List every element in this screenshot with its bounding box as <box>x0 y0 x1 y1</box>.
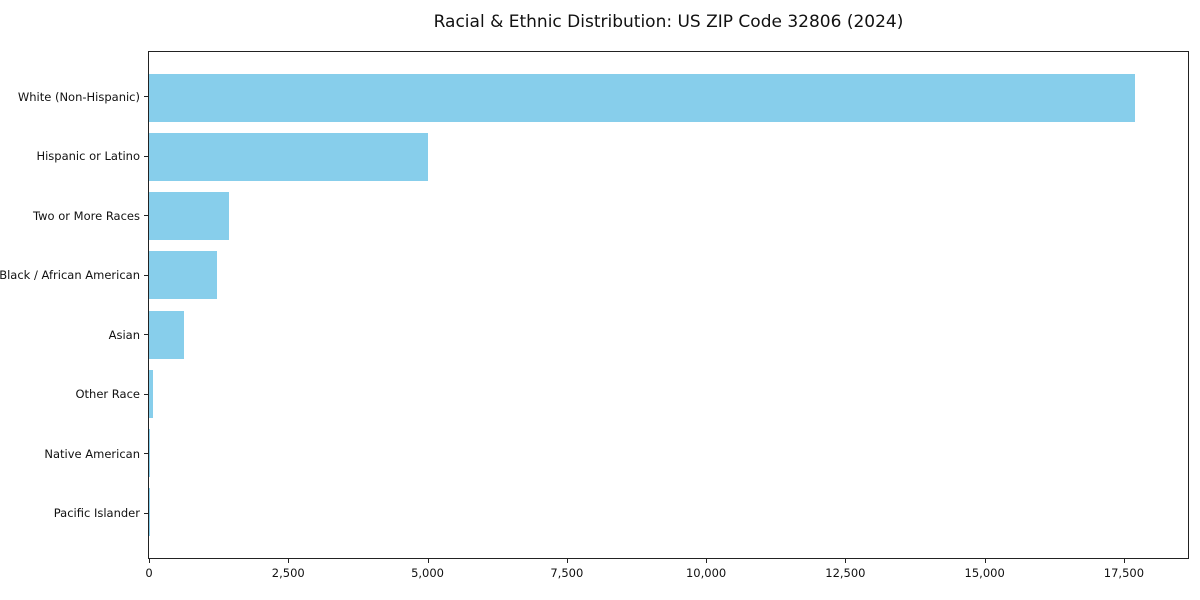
x-tick-label-2500: 2,500 <box>271 566 305 580</box>
y-axis-tick-marks <box>144 51 148 559</box>
y-label-pacific-islander: Pacific Islander <box>53 506 140 521</box>
y-tick-mark-asian <box>144 334 148 336</box>
y-tick-mark-two-or-more-races <box>144 215 148 217</box>
x-tick-label-0: 0 <box>145 566 153 580</box>
x-tick-mark-12500 <box>845 559 847 563</box>
bar-native-american <box>149 429 151 478</box>
y-tick-mark-white-non-hispanic <box>144 96 148 98</box>
y-tick-mark-other-race <box>144 393 148 395</box>
bar-row-black-african-american <box>149 246 1188 305</box>
y-tick-row-black-african-american <box>144 246 148 306</box>
y-label-row-asian: Asian <box>0 305 140 365</box>
plot-area <box>148 51 1189 559</box>
x-tick-label-15000: 15,000 <box>964 566 1005 580</box>
bar-other-race <box>149 369 153 418</box>
y-label-row-black-african-american: Black / African American <box>0 246 140 306</box>
y-tick-row-pacific-islander <box>144 484 148 544</box>
x-tick-mark-7500 <box>566 559 568 563</box>
y-label-white-non-hispanic: White (Non-Hispanic) <box>17 89 140 104</box>
y-label-row-hispanic-or-latino: Hispanic or Latino <box>0 127 140 187</box>
y-tick-row-two-or-more-races <box>144 186 148 246</box>
x-axis: 0 2,500 5,000 7,500 10,000 12,500 15,000 17,500 <box>145 559 1188 591</box>
bar-black-african-american <box>149 251 217 300</box>
x-tick-mark-17500 <box>1123 559 1125 563</box>
y-label-row-native-american: Native American <box>0 424 140 484</box>
x-tick-label-5000: 5,000 <box>411 566 445 580</box>
y-tick-mark-black-african-american <box>144 274 148 276</box>
y-label-hispanic-or-latino: Hispanic or Latino <box>36 149 140 164</box>
y-label-row-other-race: Other Race <box>0 365 141 425</box>
bar-white-non-hispanic <box>149 73 1136 122</box>
y-label-asian: Asian <box>108 327 140 342</box>
y-tick-mark-pacific-islander <box>144 512 148 514</box>
y-label-two-or-more-races: Two or More Races <box>33 208 140 223</box>
chart-title: Racial & Ethnic Distribution: US ZIP Cod… <box>433 12 904 32</box>
x-tick-label-10000: 10,000 <box>685 566 727 580</box>
y-label-row-two-or-more-races: Two or More Races <box>0 186 140 246</box>
bars-container <box>149 52 1188 558</box>
x-tick-mark-15000 <box>984 559 986 563</box>
y-label-other-race: Other Race <box>75 387 141 402</box>
bar-pacific-islander <box>149 488 150 537</box>
x-tick-label-12500: 12,500 <box>825 566 866 580</box>
y-label-row-white-non-hispanic: White (Non-Hispanic) <box>0 67 140 127</box>
bar-row-other-race <box>149 364 1188 423</box>
y-label-native-american: Native American <box>44 446 140 461</box>
x-tick-label-17500: 17,500 <box>1103 566 1145 580</box>
x-tick-mark-0 <box>149 559 150 563</box>
y-label-row-pacific-islander: Pacific Islander <box>0 484 140 544</box>
y-axis-labels: White (Non-Hispanic) Hispanic or Latino Tw… <box>0 51 140 559</box>
y-tick-row-hispanic-or-latino <box>144 127 148 187</box>
bar-two-or-more-races <box>149 192 230 241</box>
y-tick-row-white-non-hispanic <box>144 67 148 127</box>
bar-row-two-or-more-races <box>149 187 1188 246</box>
x-tick-mark-5000 <box>427 559 429 563</box>
bar-asian <box>149 310 184 359</box>
bar-row-native-american <box>149 424 1188 483</box>
y-tick-mark-native-american <box>144 453 148 455</box>
bar-row-asian <box>149 305 1188 364</box>
x-tick-label-7500: 7,500 <box>550 566 584 580</box>
bar-row-hispanic-or-latino <box>149 127 1188 186</box>
y-tick-row-asian <box>144 305 148 365</box>
y-tick-row-native-american <box>144 424 148 484</box>
bar-row-white-non-hispanic <box>149 68 1188 127</box>
x-tick-mark-10000 <box>706 559 708 563</box>
y-tick-row-other-race <box>144 365 148 425</box>
bar-row-pacific-islander <box>149 483 1188 542</box>
bar-hispanic-or-latino <box>149 132 428 181</box>
x-tick-mark-2500 <box>288 559 290 563</box>
y-tick-mark-hispanic-or-latino <box>144 155 148 157</box>
y-label-black-african-american: Black / African American <box>0 268 140 283</box>
